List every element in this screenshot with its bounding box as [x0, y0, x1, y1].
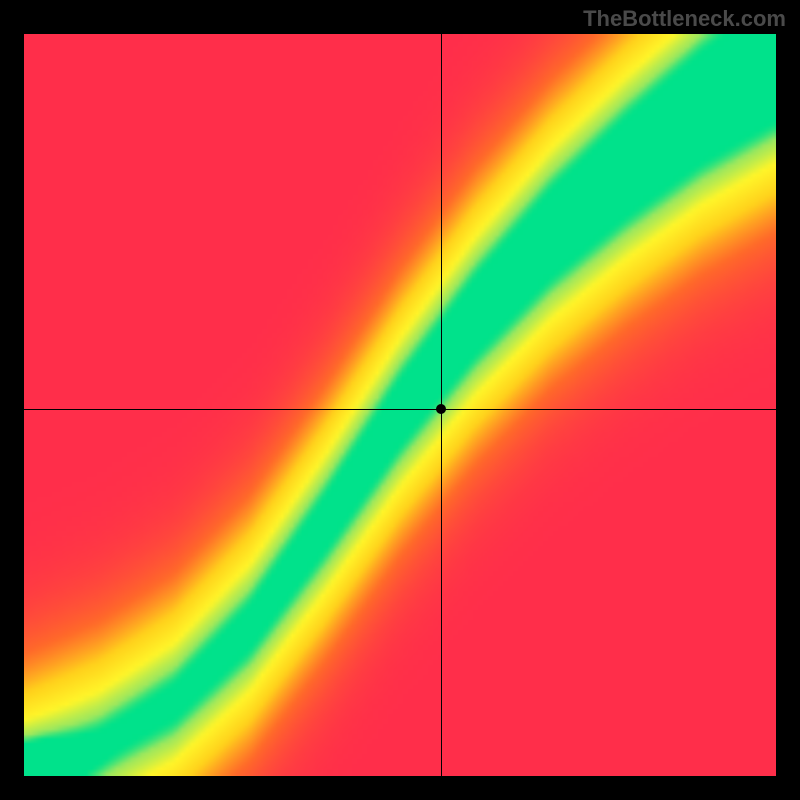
heatmap-plot — [24, 34, 776, 776]
watermark-text: TheBottleneck.com — [583, 6, 786, 32]
heatmap-canvas — [24, 34, 776, 776]
